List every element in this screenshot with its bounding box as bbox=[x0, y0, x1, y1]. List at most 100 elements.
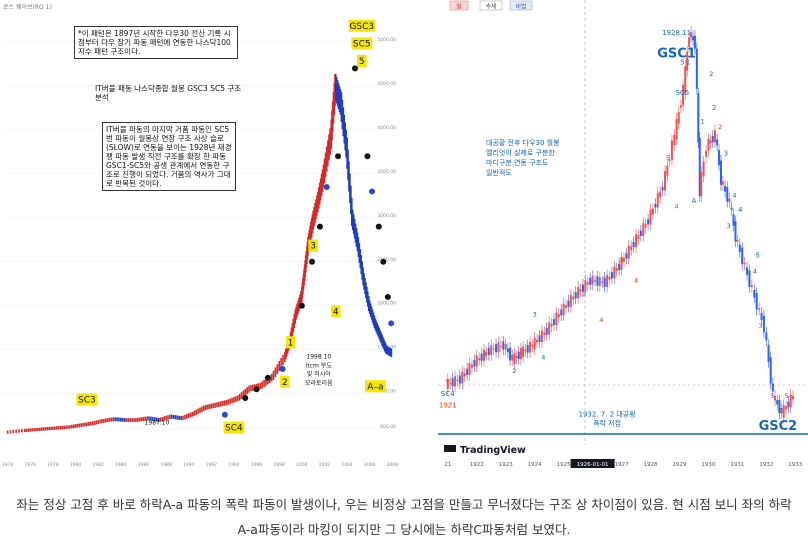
left-x-tick-label: 1998 bbox=[273, 462, 285, 468]
right-candle-body bbox=[620, 257, 623, 270]
right-wave-number: 3 bbox=[582, 290, 586, 298]
top-button-1-bg[interactable] bbox=[449, 0, 469, 11]
right-candle-body bbox=[736, 240, 739, 242]
right-candle-body bbox=[758, 308, 761, 310]
right-candle-body bbox=[473, 360, 476, 367]
right-candle-body bbox=[702, 161, 705, 177]
right-candle-body bbox=[769, 357, 772, 384]
right-candle-body bbox=[639, 230, 642, 236]
top-button-1[interactable]: 일 bbox=[456, 3, 462, 11]
left-annotation-highlight bbox=[285, 336, 296, 349]
right-candle-body bbox=[485, 352, 488, 355]
left-x-tick-label: 2004 bbox=[341, 462, 353, 468]
right-candle-body bbox=[778, 399, 781, 414]
left-y-tick-label: 4500.00 bbox=[377, 81, 396, 87]
left-y-tick-label: 1000.00 bbox=[377, 389, 396, 395]
right-candle-body bbox=[677, 112, 680, 124]
right-candle-body bbox=[531, 344, 534, 347]
right-top-buttons[interactable]: 일 추세 비빔 bbox=[449, 0, 533, 11]
right-candle-body bbox=[552, 319, 555, 325]
right-candle-body bbox=[487, 347, 490, 356]
right-candle-body bbox=[502, 341, 505, 350]
right-x-tick-label: 1933 bbox=[788, 462, 802, 468]
left-grid bbox=[2, 41, 398, 430]
right-candle-body bbox=[504, 344, 507, 350]
right-wave-number: 3 bbox=[533, 310, 537, 318]
top-button-2-bg[interactable] bbox=[479, 0, 503, 11]
left-y-tick-label: 600.00 bbox=[380, 424, 396, 430]
right-candle-body bbox=[746, 267, 749, 275]
left-y-ticks: 600.001000.001500.002000.002500.003000.0… bbox=[377, 37, 396, 430]
right-candle-body bbox=[637, 235, 640, 239]
right-candle-body bbox=[782, 405, 785, 418]
left-wave-marker bbox=[309, 258, 316, 265]
right-candle-body bbox=[545, 328, 548, 335]
right-x-tick-label: 1925 bbox=[557, 462, 571, 468]
right-candle-body bbox=[663, 171, 666, 191]
right-candle-body bbox=[574, 292, 577, 299]
right-candle-body bbox=[726, 187, 729, 202]
right-candle-body bbox=[659, 191, 662, 198]
left-x-tick-label: 1976 bbox=[25, 462, 37, 468]
left-annotation-label: 및 러시아 bbox=[307, 370, 331, 378]
left-annotation-label: 1987.10 bbox=[145, 419, 170, 426]
right-candle-body bbox=[463, 373, 466, 377]
right-candle-body bbox=[776, 400, 779, 405]
right-candle-body bbox=[565, 305, 568, 308]
left-y-tick-label: 3500.00 bbox=[377, 169, 396, 175]
right-candle-body bbox=[608, 276, 611, 280]
right-candle-body bbox=[719, 160, 722, 185]
left-annotation-label: ltcm 부도 bbox=[306, 362, 333, 369]
right-candle-body bbox=[461, 371, 464, 384]
right-candle-body bbox=[482, 349, 485, 361]
left-note-body: IT버블 파동의 마지막 거품 파동인 SC5번 파동이 월봉상 연장 구조 사… bbox=[102, 122, 236, 191]
right-candle-body bbox=[538, 335, 541, 343]
right-candle-body bbox=[625, 253, 628, 259]
left-annotation-label: 4 bbox=[333, 308, 339, 318]
right-x-tick-label: 1926-01-01 bbox=[577, 462, 609, 468]
caption-line-2: A-a파동이라 마킹이 되지만 그 당시에는 하락C파동처럼 보였다. bbox=[237, 522, 571, 537]
left-x-tick-label: 1990 bbox=[183, 462, 195, 468]
right-annotation-label: 1928.11 bbox=[662, 29, 691, 37]
top-button-3-bg[interactable] bbox=[509, 0, 533, 11]
right-candle-body bbox=[524, 349, 527, 352]
right-candle-body bbox=[693, 35, 696, 49]
right-candle-body bbox=[550, 323, 553, 327]
right-annotation-label: Y bbox=[445, 379, 451, 387]
left-annotation-label: 2 bbox=[282, 378, 288, 388]
right-candle-body bbox=[627, 245, 630, 259]
right-x-tick-label: 1924 bbox=[528, 462, 542, 468]
top-button-2[interactable]: 추세 bbox=[485, 3, 496, 11]
left-wave-marker bbox=[242, 395, 249, 402]
left-wave-marker bbox=[352, 65, 359, 72]
right-candle-body bbox=[682, 84, 685, 106]
right-candle-body bbox=[540, 330, 543, 343]
left-x-tick-label: 1996 bbox=[251, 462, 263, 468]
right-candle-body bbox=[721, 181, 724, 185]
left-y-tick-label: 5000.00 bbox=[377, 37, 396, 43]
right-candle-body bbox=[750, 285, 753, 287]
right-candle-body bbox=[738, 244, 741, 253]
right-candle-body bbox=[584, 280, 587, 292]
right-wave-number: 4 bbox=[732, 191, 736, 199]
right-candle-body bbox=[724, 185, 727, 192]
right-annotation-label: 5 bbox=[680, 58, 684, 66]
right-candle-body bbox=[767, 344, 770, 362]
left-y-tick-label: 2500.00 bbox=[377, 257, 396, 263]
right-candle-body bbox=[630, 246, 633, 251]
left-wave-marker bbox=[323, 184, 330, 191]
left-x-tick-label: 2008 bbox=[387, 462, 399, 468]
right-candle-body bbox=[603, 277, 606, 287]
right-wave-number: 2 bbox=[709, 70, 713, 78]
right-candle-body bbox=[622, 257, 625, 262]
right-candle-body bbox=[700, 171, 703, 197]
right-note-line: 마디구분 연동 구조도 bbox=[486, 158, 549, 167]
right-wave-number: 1 bbox=[483, 350, 487, 358]
top-button-3[interactable]: 비빔 bbox=[515, 3, 526, 11]
right-candle-body bbox=[522, 346, 525, 358]
right-candle-body bbox=[732, 214, 735, 226]
right-wave-number: 2 bbox=[718, 123, 722, 131]
right-candle-body bbox=[787, 401, 790, 408]
left-wave-marker bbox=[316, 223, 323, 230]
